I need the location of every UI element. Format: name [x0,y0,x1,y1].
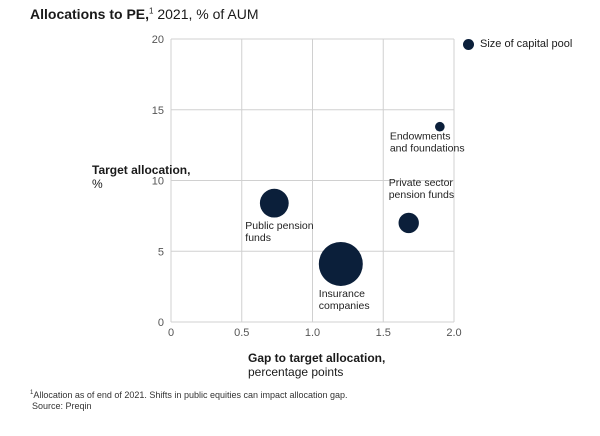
y-tick-label: 15 [152,105,164,117]
x-tick-label: 0 [168,327,174,339]
x-axis-label-bold: Gap to target allocation, [248,351,386,365]
y-axis-label: Target allocation, % [92,163,190,191]
y-axis-label-rest: % [92,177,103,191]
bubble-label: Endowments [390,131,451,143]
legend-label: Size of capital pool [480,38,573,50]
bubble-label: pension funds [389,189,454,201]
bubble [398,212,419,234]
chart-title: Allocations to PE,1 2021, % of AUM [30,6,259,22]
source-text: Source: Preqin [32,401,92,411]
title-rest: 2021, % of AUM [153,6,259,22]
footnote-text: Allocation as of end of 2021. Shifts in … [33,390,348,400]
legend: Size of capital pool [463,38,572,50]
title-footnote-mark: 1 [149,6,154,16]
bubble [435,121,445,132]
bubble-label: funds [245,232,271,244]
bubble-label: Public pension [245,220,313,232]
bubble [318,241,363,286]
x-axis-label: Gap to target allocation, percentage poi… [248,351,385,379]
footnote: 1Allocation as of end of 2021. Shifts in… [30,388,348,412]
y-tick-label: 10 [152,176,164,188]
bubble-label: Insurance [319,288,365,300]
y-tick-label: 5 [158,246,164,258]
bubble [259,188,289,218]
bubble-label: and foundations [390,143,465,155]
x-axis-label-rest: percentage points [248,365,344,379]
y-tick-label: 0 [158,317,164,329]
footnote-mark: 1 [30,390,34,396]
legend-bubble-icon [463,38,474,50]
x-tick-label: 1.5 [376,327,391,339]
title-main: Allocations to PE, [30,6,150,22]
y-axis-label-bold: Target allocation, [92,163,191,177]
x-tick-label: 2.0 [446,327,461,339]
bubble-label: companies [319,300,370,312]
bubble-label: Private sector [389,177,454,189]
x-tick-label: 1.0 [305,327,320,339]
y-tick-label: 20 [152,34,164,46]
x-tick-label: 0.5 [234,327,249,339]
